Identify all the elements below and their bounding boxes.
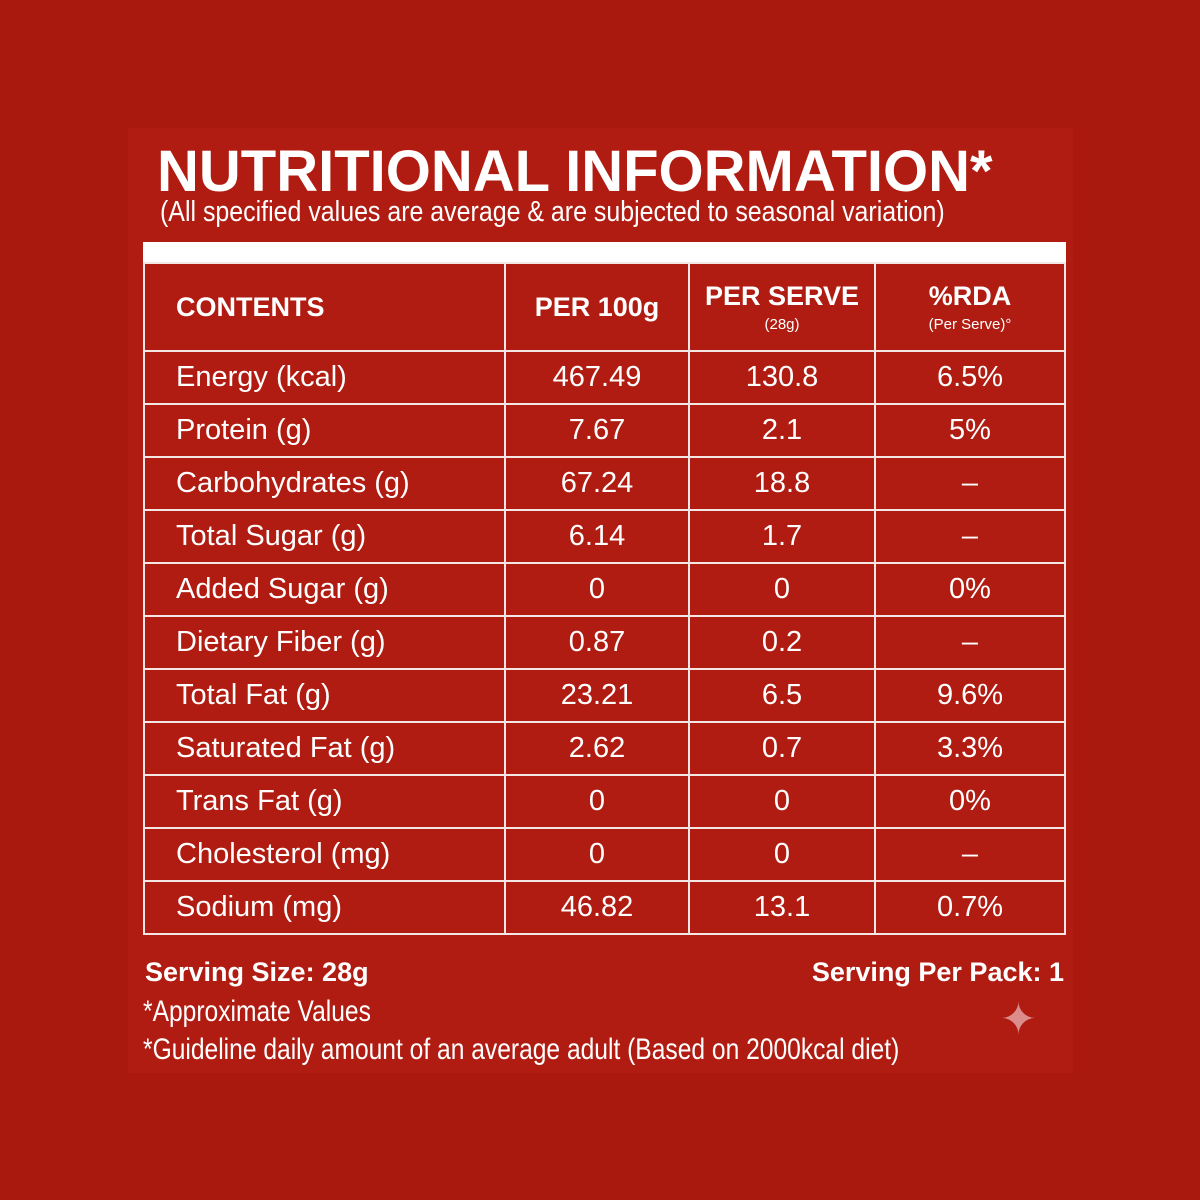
per-serve-value: 2.1 <box>688 403 876 458</box>
nutrient-name: Energy (kcal) <box>143 350 506 405</box>
nutrient-name: Protein (g) <box>143 403 506 458</box>
header-row: CONTENTS PER 100g PER SERVE (28g) %RDA (Pe… <box>143 262 1066 352</box>
per-100g-value: 0.87 <box>504 615 690 670</box>
nutrient-name: Carbohydrates (g) <box>143 456 506 511</box>
per-serve-value: 0.7 <box>688 721 876 776</box>
rda-value: – <box>874 615 1066 670</box>
nutrient-name: Trans Fat (g) <box>143 774 506 829</box>
rda-sub: (Per Serve)° <box>928 316 1012 333</box>
per-100g-value: 23.21 <box>504 668 690 723</box>
per-100g-value: 0 <box>504 562 690 617</box>
per-100g-value: 46.82 <box>504 880 690 935</box>
table-row: Total Fat (g) 23.21 6.5 9.6% <box>143 668 1066 723</box>
per-serve-value: 13.1 <box>688 880 876 935</box>
serving-per-pack: Serving Per Pack: 1 <box>811 957 1064 987</box>
table-row: Saturated Fat (g) 2.62 0.7 3.3% <box>143 721 1066 776</box>
sparkle-icon: ✦ <box>1000 995 1037 1044</box>
per-100g-value: 0 <box>504 774 690 829</box>
rda-value: 0% <box>874 562 1066 617</box>
per-100g-value: 467.49 <box>504 350 690 405</box>
rda-value: – <box>874 509 1066 564</box>
header-rda: %RDA (Per Serve)° <box>874 262 1066 352</box>
note-approximate: *Approximate Values <box>143 995 371 1028</box>
white-band <box>143 242 1066 262</box>
per-100g-value: 67.24 <box>504 456 690 511</box>
per-serve-value: 18.8 <box>688 456 876 511</box>
table-row: Protein (g) 7.67 2.1 5% <box>143 403 1066 458</box>
per-serve-value: 1.7 <box>688 509 876 564</box>
per-serve-value: 6.5 <box>688 668 876 723</box>
rda-value: 0% <box>874 774 1066 829</box>
per-100g-value: 0 <box>504 827 690 882</box>
table-row: Sodium (mg) 46.82 13.1 0.7% <box>143 880 1066 935</box>
nutrient-name: Cholesterol (mg) <box>143 827 506 882</box>
nutrient-name: Sodium (mg) <box>143 880 506 935</box>
rda-value: – <box>874 456 1066 511</box>
table-row: Cholesterol (mg) 0 0– <box>143 827 1066 882</box>
subtitle: (All specified values are average & are … <box>160 196 945 228</box>
table-row: Trans Fat (g) 0 0 0% <box>143 774 1066 829</box>
table-row: Energy (kcal) 467.49 130.8 6.5% <box>143 350 1066 405</box>
per-serve-value: 0 <box>688 774 876 829</box>
rda-value: 3.3% <box>874 721 1066 776</box>
table-row: Carbohydrates (g) 67.24 18.8– <box>143 456 1066 511</box>
rda-value: 9.6% <box>874 668 1066 723</box>
serving-size: Serving Size: 28g <box>145 957 369 987</box>
rda-value: 0.7% <box>874 880 1066 935</box>
per-serve-sub: (28g) <box>764 316 800 333</box>
table-row: Added Sugar (g) 0 0 0% <box>143 562 1066 617</box>
rda-value: 5% <box>874 403 1066 458</box>
rda-label: %RDA <box>928 281 1012 311</box>
table-row: Total Sugar (g) 6.14 1.7– <box>143 509 1066 564</box>
nutrient-name: Total Sugar (g) <box>143 509 506 564</box>
per-100g-value: 7.67 <box>504 403 690 458</box>
nutrition-table: CONTENTS PER 100g PER SERVE (28g) %RDA (Pe… <box>143 262 1066 935</box>
table-row: Dietary Fiber (g) 0.87 0.2– <box>143 615 1066 670</box>
per-serve-value: 0.2 <box>688 615 876 670</box>
header-per-100g: PER 100g <box>504 262 690 352</box>
per-100g-value: 6.14 <box>504 509 690 564</box>
header-per-serve: PER SERVE (28g) <box>688 262 876 352</box>
per-serve-value: 0 <box>688 827 876 882</box>
per-serve-value: 0 <box>688 562 876 617</box>
header-contents: CONTENTS <box>143 262 506 352</box>
rda-value: – <box>874 827 1066 882</box>
nutrient-name: Total Fat (g) <box>143 668 506 723</box>
nutrient-name: Dietary Fiber (g) <box>143 615 506 670</box>
nutrient-name: Added Sugar (g) <box>143 562 506 617</box>
page-title: NUTRITIONAL INFORMATION* <box>157 139 993 204</box>
rda-value: 6.5% <box>874 350 1066 405</box>
note-guideline: *Guideline daily amount of an average ad… <box>143 1033 900 1066</box>
nutrient-name: Saturated Fat (g) <box>143 721 506 776</box>
per-serve-value: 130.8 <box>688 350 876 405</box>
per-serve-label: PER SERVE <box>704 281 860 311</box>
per-100g-value: 2.62 <box>504 721 690 776</box>
